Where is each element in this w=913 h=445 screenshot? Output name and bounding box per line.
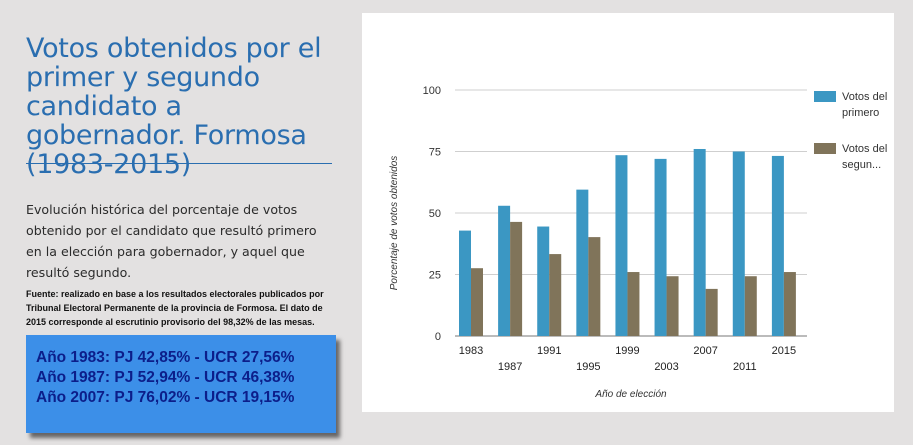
highlight-line-2007: Año 2007: PJ 76,02% - UCR 19,15% — [36, 389, 295, 406]
bar-primero-2003 — [654, 158, 667, 336]
highlight-line-1987: Año 1987: PJ 52,94% - UCR 46,38% — [36, 369, 295, 386]
bar-segundo-2011 — [744, 276, 757, 336]
results-highlight-box: Año 1983: PJ 42,85% - UCR 27,56% Año 198… — [26, 335, 336, 433]
bar-segundo-2003 — [666, 276, 679, 336]
bar-primero-2011 — [732, 151, 745, 336]
legend-swatch-segundo — [814, 143, 836, 154]
bar-primero-2007 — [693, 148, 706, 336]
y-tick-label: 100 — [423, 85, 441, 97]
highlight-line-1983: Año 1983: PJ 42,85% - UCR 27,56% — [36, 349, 295, 366]
x-tick-label: 1995 — [576, 361, 600, 373]
bar-primero-2015 — [771, 155, 784, 336]
bar-primero-1987 — [498, 205, 511, 336]
x-tick-label: 2007 — [693, 345, 717, 357]
bar-primero-1995 — [576, 189, 589, 336]
bar-segundo-2007 — [705, 288, 718, 336]
bar-primero-1983 — [459, 230, 471, 336]
x-tick-label: 1987 — [498, 361, 522, 373]
description-text: Evolución histórica del porcentaje de vo… — [26, 202, 317, 280]
bar-primero-1991 — [537, 226, 550, 336]
bar-segundo-2015 — [783, 272, 796, 336]
y-tick-label: 0 — [435, 331, 441, 343]
bar-segundo-1991 — [549, 254, 562, 336]
chart-panel: 0 25 50 75 100 1983 1987 1991 1995 1999 2003 2007 20… — [362, 13, 894, 412]
bar-segundo-1995 — [588, 237, 601, 336]
x-tick-label: 1983 — [459, 345, 483, 357]
y-axis-title: Porcentaje de votos obtenidos — [389, 156, 400, 291]
x-tick-label: 2015 — [772, 345, 796, 357]
x-axis-title: Año de elección — [594, 389, 667, 400]
bar-primero-1999 — [615, 155, 628, 336]
y-tick-label: 25 — [429, 270, 441, 282]
x-tick-label: 1991 — [537, 345, 561, 357]
x-tick-label: 2011 — [733, 361, 757, 373]
bar-segundo-1987 — [510, 221, 523, 336]
chart-legend: Votos del primero Votos del segun... — [814, 89, 890, 193]
x-tick-label: 1999 — [615, 345, 639, 357]
legend-item-primero: Votos del primero — [814, 89, 890, 141]
bar-chart: 0 25 50 75 100 1983 1987 1991 1995 1999 2003 2007 20… — [389, 85, 807, 400]
source-note: Fuente: realizado en base a los resultad… — [26, 289, 324, 327]
left-panel: Votos obtenidos por el primer y segundo … — [0, 0, 345, 445]
legend-label-segundo: Votos del segun... — [842, 143, 888, 171]
page-title: Votos obtenidos por el primer y segundo … — [26, 33, 322, 180]
legend-item-segundo: Votos del segun... — [814, 141, 890, 193]
bar-segundo-1983 — [471, 268, 483, 336]
y-tick-label: 75 — [429, 147, 441, 159]
legend-label-primero: Votos del primero — [842, 91, 888, 119]
y-tick-label: 50 — [429, 208, 441, 220]
bar-segundo-1999 — [627, 272, 640, 336]
title-divider — [26, 163, 332, 164]
legend-swatch-primero — [814, 91, 836, 102]
x-tick-label: 2003 — [654, 361, 678, 373]
